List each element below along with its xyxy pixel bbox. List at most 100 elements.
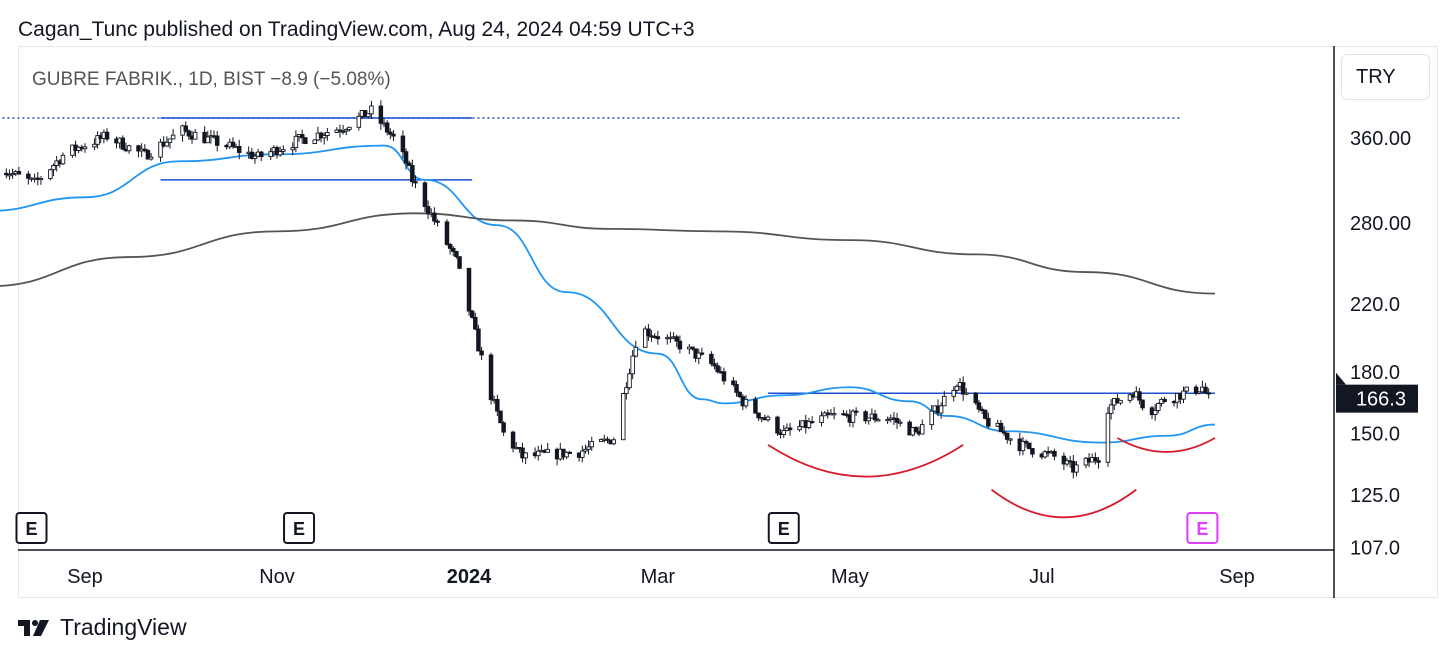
candle[interactable] — [1105, 406, 1111, 467]
candle[interactable] — [488, 352, 494, 405]
candle[interactable] — [369, 100, 374, 119]
candle[interactable] — [290, 142, 295, 156]
candle[interactable] — [170, 128, 176, 140]
candle[interactable] — [356, 112, 362, 131]
candle[interactable] — [145, 148, 151, 160]
candle[interactable] — [501, 421, 506, 437]
candle[interactable] — [627, 368, 632, 390]
candle[interactable] — [1140, 399, 1145, 411]
candle[interactable] — [252, 152, 258, 164]
candle[interactable] — [1030, 448, 1035, 458]
candle[interactable] — [964, 388, 969, 396]
candle[interactable] — [1196, 391, 1202, 395]
candle[interactable] — [630, 349, 635, 380]
candle[interactable] — [737, 391, 742, 398]
candle[interactable] — [325, 127, 330, 141]
candle[interactable] — [1108, 399, 1114, 420]
candle[interactable] — [167, 138, 173, 149]
candle[interactable] — [104, 128, 110, 142]
candle[interactable] — [960, 376, 966, 401]
candle[interactable] — [809, 416, 815, 424]
candle[interactable] — [951, 386, 956, 402]
candle[interactable] — [715, 362, 720, 374]
candle[interactable] — [400, 130, 406, 159]
candle[interactable] — [1042, 450, 1048, 459]
candle[interactable] — [249, 147, 255, 160]
candle[interactable] — [655, 330, 661, 345]
earnings-marker-icon[interactable]: E — [767, 512, 800, 544]
candle[interactable] — [410, 159, 415, 187]
candle[interactable] — [787, 423, 793, 436]
sma-200-line[interactable] — [0, 212, 1215, 295]
currency-button[interactable]: TRY — [1341, 54, 1430, 100]
candle[interactable] — [406, 160, 412, 167]
candle[interactable] — [422, 181, 428, 212]
candle[interactable] — [875, 417, 881, 422]
candle[interactable] — [510, 430, 516, 453]
candle[interactable] — [435, 219, 440, 227]
candle[interactable] — [1137, 387, 1142, 405]
candle[interactable] — [495, 394, 500, 417]
candle[interactable] — [281, 145, 286, 155]
candle[interactable] — [205, 130, 211, 144]
candle[interactable] — [451, 246, 456, 257]
candle[interactable] — [1203, 382, 1208, 394]
candle[interactable] — [347, 126, 352, 132]
candle[interactable] — [721, 367, 727, 385]
candle[interactable] — [10, 168, 15, 179]
candle[interactable] — [986, 412, 991, 429]
candle[interactable] — [479, 347, 484, 361]
candle[interactable] — [677, 335, 683, 354]
candle[interactable] — [1193, 384, 1199, 396]
candle[interactable] — [1156, 402, 1161, 414]
candle[interactable] — [756, 412, 761, 422]
candle[interactable] — [186, 129, 192, 140]
candle[interactable] — [586, 440, 591, 455]
candle[interactable] — [1023, 439, 1029, 448]
candle[interactable] — [863, 410, 868, 424]
candle[interactable] — [1008, 438, 1013, 446]
candle[interactable] — [1127, 392, 1133, 404]
candle[interactable] — [384, 120, 390, 136]
candle[interactable] — [259, 150, 264, 162]
candle[interactable] — [1181, 386, 1186, 404]
candle[interactable] — [1152, 403, 1158, 421]
candle[interactable] — [665, 334, 670, 345]
sma-50-line[interactable] — [0, 144, 1215, 444]
candle[interactable] — [457, 256, 462, 270]
candle[interactable] — [466, 267, 472, 316]
candle[interactable] — [734, 380, 739, 397]
candle[interactable] — [712, 358, 717, 370]
candle[interactable] — [973, 391, 979, 406]
candle[interactable] — [1093, 452, 1098, 465]
cup-arc-0[interactable] — [767, 444, 964, 478]
candle[interactable] — [51, 163, 56, 177]
candle[interactable] — [731, 377, 736, 387]
candle[interactable] — [425, 200, 431, 220]
candle[interactable] — [142, 144, 148, 153]
candle[interactable] — [230, 137, 236, 149]
candle[interactable] — [136, 144, 141, 158]
candle[interactable] — [831, 407, 837, 420]
candle[interactable] — [589, 436, 595, 451]
candle[interactable] — [1074, 461, 1079, 477]
candle[interactable] — [236, 139, 242, 160]
cup-arc-2[interactable] — [1116, 437, 1216, 453]
candle[interactable] — [158, 138, 163, 162]
candle[interactable] — [1118, 399, 1123, 406]
candle[interactable] — [337, 124, 343, 138]
candle[interactable] — [1020, 436, 1026, 456]
candle[interactable] — [699, 347, 705, 356]
candle[interactable] — [850, 409, 856, 428]
candle[interactable] — [498, 410, 503, 424]
earnings-marker-icon[interactable]: E — [283, 512, 316, 544]
candle[interactable] — [919, 419, 925, 435]
candle[interactable] — [954, 384, 960, 394]
candle[interactable] — [16, 166, 22, 175]
candle[interactable] — [391, 129, 396, 142]
candle[interactable] — [866, 417, 871, 425]
candle[interactable] — [633, 340, 639, 358]
candle[interactable] — [781, 425, 787, 438]
candle[interactable] — [765, 415, 771, 422]
candle[interactable] — [48, 168, 53, 181]
